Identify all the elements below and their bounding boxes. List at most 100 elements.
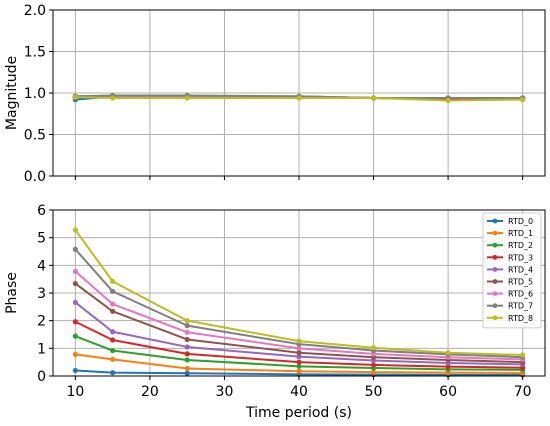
data-point (184, 95, 190, 101)
legend-label: RTD_5 (508, 278, 533, 287)
legend-entry: RTD_7 (487, 302, 533, 311)
legend-label: RTD_8 (508, 314, 533, 323)
data-point (296, 363, 302, 369)
data-point (296, 338, 302, 344)
data-point (72, 94, 78, 100)
data-point (110, 370, 116, 376)
legend-entry: RTD_4 (487, 265, 533, 274)
data-point (184, 370, 190, 376)
y-tick-label: 1 (37, 341, 46, 357)
legend-box (482, 212, 542, 329)
data-point (370, 95, 377, 101)
legend-label: RTD_1 (508, 229, 533, 238)
data-point (110, 337, 116, 343)
x-tick-label: 40 (290, 384, 308, 400)
data-point (72, 280, 78, 287)
y-tick-label: 1.5 (24, 45, 46, 61)
legend-marker (492, 218, 498, 224)
data-point (184, 318, 190, 324)
data-point (184, 336, 190, 343)
data-point (72, 351, 78, 358)
y-tick-label: 0 (37, 369, 46, 385)
legend-entry: RTD_6 (487, 290, 533, 299)
data-point (445, 350, 451, 356)
data-point (520, 352, 526, 358)
y-tick-label: 0.0 (24, 169, 46, 185)
legend: RTD_0 RTD_1 RTD_2 RTD_3 RTD_4 RTD_5 RTD_6 RTD_7… (482, 212, 542, 329)
data-point (72, 319, 78, 325)
data-point (110, 301, 116, 307)
legend-marker (492, 267, 498, 272)
legend-label: RTD_6 (508, 290, 533, 299)
y-tick-label: 3 (37, 286, 46, 302)
x-tick-label: 50 (365, 384, 383, 400)
data-point (110, 278, 116, 284)
data-point (110, 347, 116, 354)
legend-entry: RTD_3 (487, 253, 533, 262)
data-point (110, 288, 116, 294)
x-tick-label: 70 (514, 384, 532, 400)
data-point (296, 350, 302, 356)
data-point (184, 357, 190, 363)
legend-label: RTD_2 (508, 241, 533, 250)
data-point (110, 356, 116, 362)
legend-marker (492, 230, 498, 236)
x-tick-label: 60 (439, 384, 457, 400)
data-point (72, 333, 78, 339)
data-point (370, 369, 377, 375)
y-tick-label: 0.5 (24, 128, 46, 144)
legend-marker (492, 254, 498, 260)
y-tick-label: 4 (37, 258, 46, 274)
x-tick-label: 10 (66, 384, 84, 400)
data-point (184, 344, 190, 350)
data-point (72, 268, 78, 275)
y-axis-label: Phase (4, 272, 20, 314)
data-point (445, 363, 451, 370)
legend-entry: RTD_0 (487, 217, 533, 226)
legend-label: RTD_4 (508, 265, 533, 274)
legend-entry: RTD_8 (487, 314, 533, 323)
data-point (110, 95, 116, 101)
legend-entry: RTD_5 (487, 278, 533, 287)
data-point (296, 354, 302, 360)
data-point (370, 345, 377, 351)
legend-entry: RTD_2 (487, 241, 533, 250)
legend-marker (492, 291, 498, 296)
x-axis-label: Time period (s) (245, 405, 352, 421)
legend-label: RTD_0 (508, 217, 533, 226)
data-point (296, 345, 302, 351)
legend-marker (492, 303, 498, 309)
legend-label: RTD_3 (508, 253, 533, 262)
y-tick-label: 6 (37, 203, 46, 219)
data-point (110, 329, 116, 335)
data-point (184, 351, 190, 357)
data-point (184, 329, 190, 335)
data-point (296, 359, 302, 365)
legend-marker (492, 279, 498, 284)
data-point (72, 227, 78, 233)
data-point (184, 365, 190, 372)
data-point (296, 368, 302, 374)
legend-entry: RTD_1 (487, 229, 533, 238)
data-point (370, 362, 377, 368)
y-tick-label: 5 (37, 231, 46, 247)
x-tick-label: 20 (141, 384, 159, 400)
data-point (72, 299, 78, 306)
y-tick-label: 2 (37, 314, 46, 330)
y-tick-label: 2.0 (24, 3, 46, 19)
x-tick-label: 30 (216, 384, 234, 400)
data-point (72, 367, 78, 374)
legend-label: RTD_7 (508, 302, 533, 311)
y-tick-label: 1.0 (24, 86, 46, 102)
y-axis-label: Magnitude (4, 56, 20, 130)
data-point (296, 95, 302, 101)
magnitude-panel: 0.0 0.5 1.0 1.5 2.0 Magnitude (4, 3, 546, 185)
legend-marker (492, 315, 498, 321)
phase-panel: 0 1 2 3 4 5 6 10 20 30 40 50 60 70 Phase Time period (s… (4, 203, 546, 421)
data-point (184, 323, 190, 329)
data-point (520, 97, 526, 103)
legend-marker (492, 242, 498, 248)
data-point (445, 97, 451, 104)
